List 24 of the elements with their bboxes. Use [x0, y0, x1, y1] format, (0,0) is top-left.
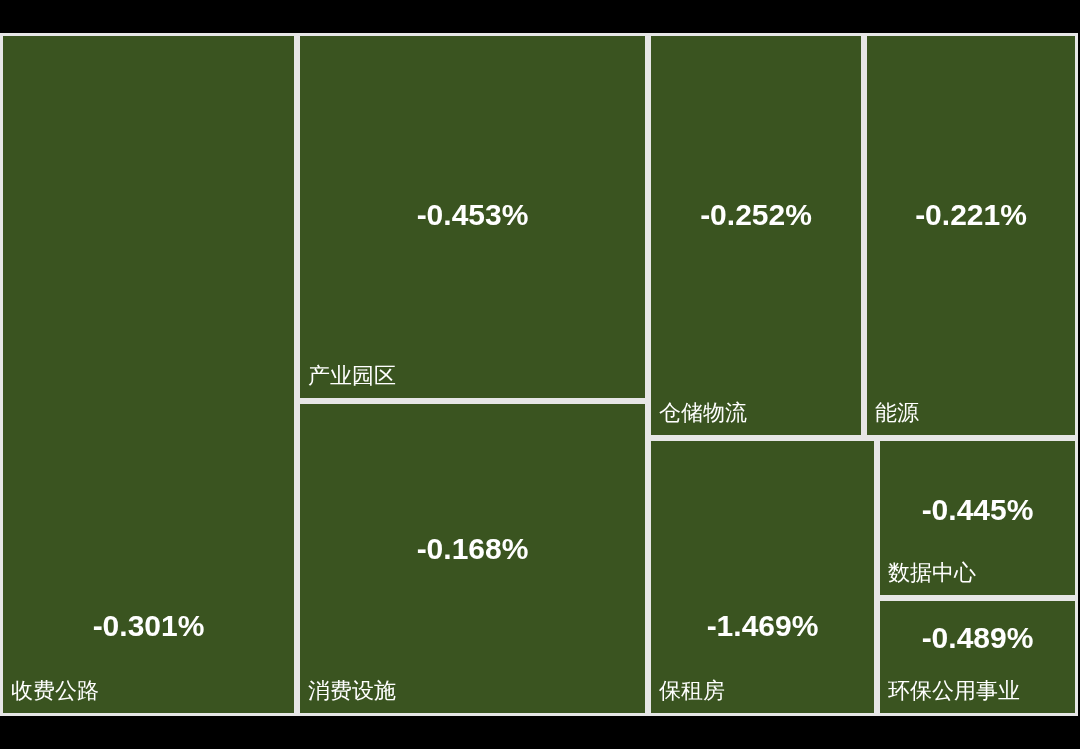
category-label: 收费公路: [11, 678, 99, 703]
tile: -0.489% 环保公用事业: [877, 598, 1078, 716]
data-label: -1.469%: [706, 609, 819, 642]
tile: -0.445% 数据中心: [877, 438, 1078, 598]
data-label: -0.252%: [700, 198, 812, 231]
data-label: -0.445%: [921, 493, 1034, 526]
data-label: -0.168%: [416, 531, 529, 565]
tile: -0.453% 产业园区: [297, 33, 648, 401]
data-label: -0.489%: [921, 621, 1034, 654]
category-label: 消费设施: [308, 678, 396, 703]
category-label: 保租房: [659, 678, 725, 703]
tile: -1.469% 保租房: [648, 438, 877, 716]
category-label: 能源: [875, 400, 919, 425]
tile: -0.252% 仓储物流: [648, 33, 864, 438]
category-label: 仓储物流: [659, 400, 747, 425]
tile: -0.168% 消费设施: [297, 401, 648, 716]
data-label: -0.221%: [915, 198, 1027, 231]
tile: -0.301% 收费公路: [0, 33, 297, 716]
category-label: 产业园区: [308, 363, 396, 388]
tile: -0.221% 能源: [864, 33, 1078, 438]
data-label: -0.301%: [92, 609, 205, 642]
category-label: 环保公用事业: [888, 678, 1020, 703]
category-label: 数据中心: [888, 560, 976, 585]
data-label: -0.453%: [416, 198, 529, 231]
